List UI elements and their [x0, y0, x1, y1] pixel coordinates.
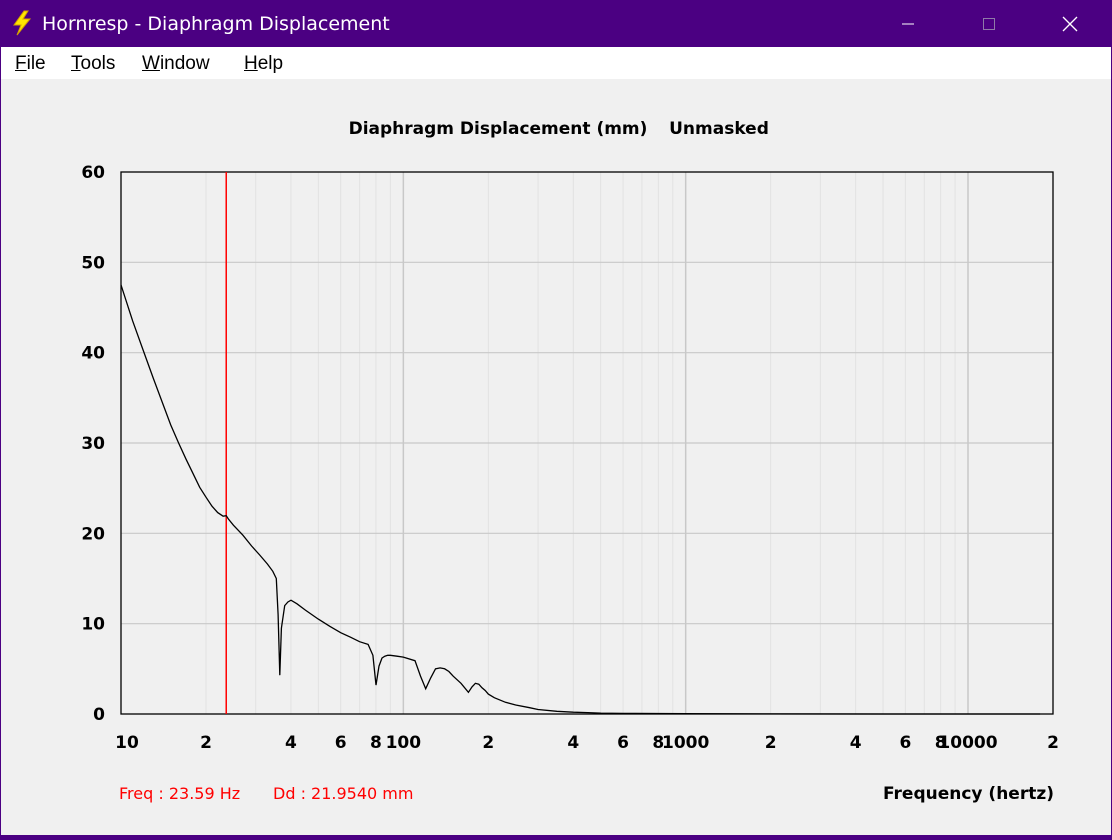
- x-tick-label: 8: [370, 733, 382, 753]
- y-tick-label: 30: [81, 434, 105, 454]
- menu-tools[interactable]: Tools: [71, 53, 116, 74]
- x-tick-label: 4: [850, 733, 862, 753]
- x-tick-label: 10000: [938, 733, 997, 753]
- y-tick-label: 60: [81, 163, 105, 183]
- menu-bar: File Tools Window Help: [1, 47, 1111, 79]
- minimize-icon: [902, 23, 914, 25]
- mask-status: Unmasked: [669, 119, 769, 139]
- x-tick-label: 1000: [662, 733, 709, 753]
- menu-window[interactable]: Window: [142, 53, 210, 74]
- x-tick-label: 2: [765, 733, 777, 753]
- plot-frame: [120, 171, 1054, 715]
- x-tick-label: 2: [1047, 733, 1059, 753]
- x-tick-label: 100: [386, 733, 422, 753]
- y-tick-label: 20: [81, 524, 105, 544]
- x-tick-label: 6: [617, 733, 629, 753]
- title-bar[interactable]: Hornresp - Diaphragm Displacement: [1, 1, 1111, 47]
- minimize-button[interactable]: [873, 1, 943, 47]
- y-tick-label: 0: [93, 705, 105, 725]
- menu-file[interactable]: File: [15, 53, 46, 74]
- close-button[interactable]: [1035, 1, 1105, 47]
- menu-help[interactable]: Help: [244, 53, 284, 74]
- x-tick-label: 2: [200, 733, 212, 753]
- window-title: Hornresp - Diaphragm Displacement: [42, 13, 390, 35]
- x-axis-label: Frequency (hertz): [883, 784, 1054, 804]
- x-tick-label: 4: [567, 733, 579, 753]
- x-tick-label: 6: [899, 733, 911, 753]
- freq-readout: Freq : 23.59 Hz: [119, 784, 240, 803]
- dd-readout: Dd : 21.9540 mm: [273, 784, 413, 803]
- chart-title: Diaphragm Displacement (mm): [349, 119, 648, 139]
- y-tick-label: 10: [81, 615, 105, 635]
- lightning-bolt-icon: [13, 10, 32, 36]
- y-tick-label: 50: [81, 253, 105, 273]
- grid: [121, 172, 1053, 714]
- x-tick-label: 8: [652, 733, 664, 753]
- y-tick-label: 40: [81, 344, 105, 364]
- close-icon: [1062, 16, 1078, 32]
- maximize-button[interactable]: [954, 1, 1024, 47]
- chart-area[interactable]: 0 10 20 30 40 50 60 10 2 4 6 8 100 2 4 6 8 1000 2 4 6 8 10000…: [1, 79, 1111, 835]
- x-tick-label: 6: [335, 733, 347, 753]
- x-tick-label: 4: [285, 733, 297, 753]
- x-tick-label: 10: [115, 733, 139, 753]
- maximize-icon: [983, 18, 995, 30]
- displacement-trace: [120, 284, 1041, 715]
- y-axis-ticks: 0 10 20 30 40 50 60: [81, 163, 105, 725]
- x-tick-label: 8: [935, 733, 947, 753]
- x-tick-label: 2: [482, 733, 494, 753]
